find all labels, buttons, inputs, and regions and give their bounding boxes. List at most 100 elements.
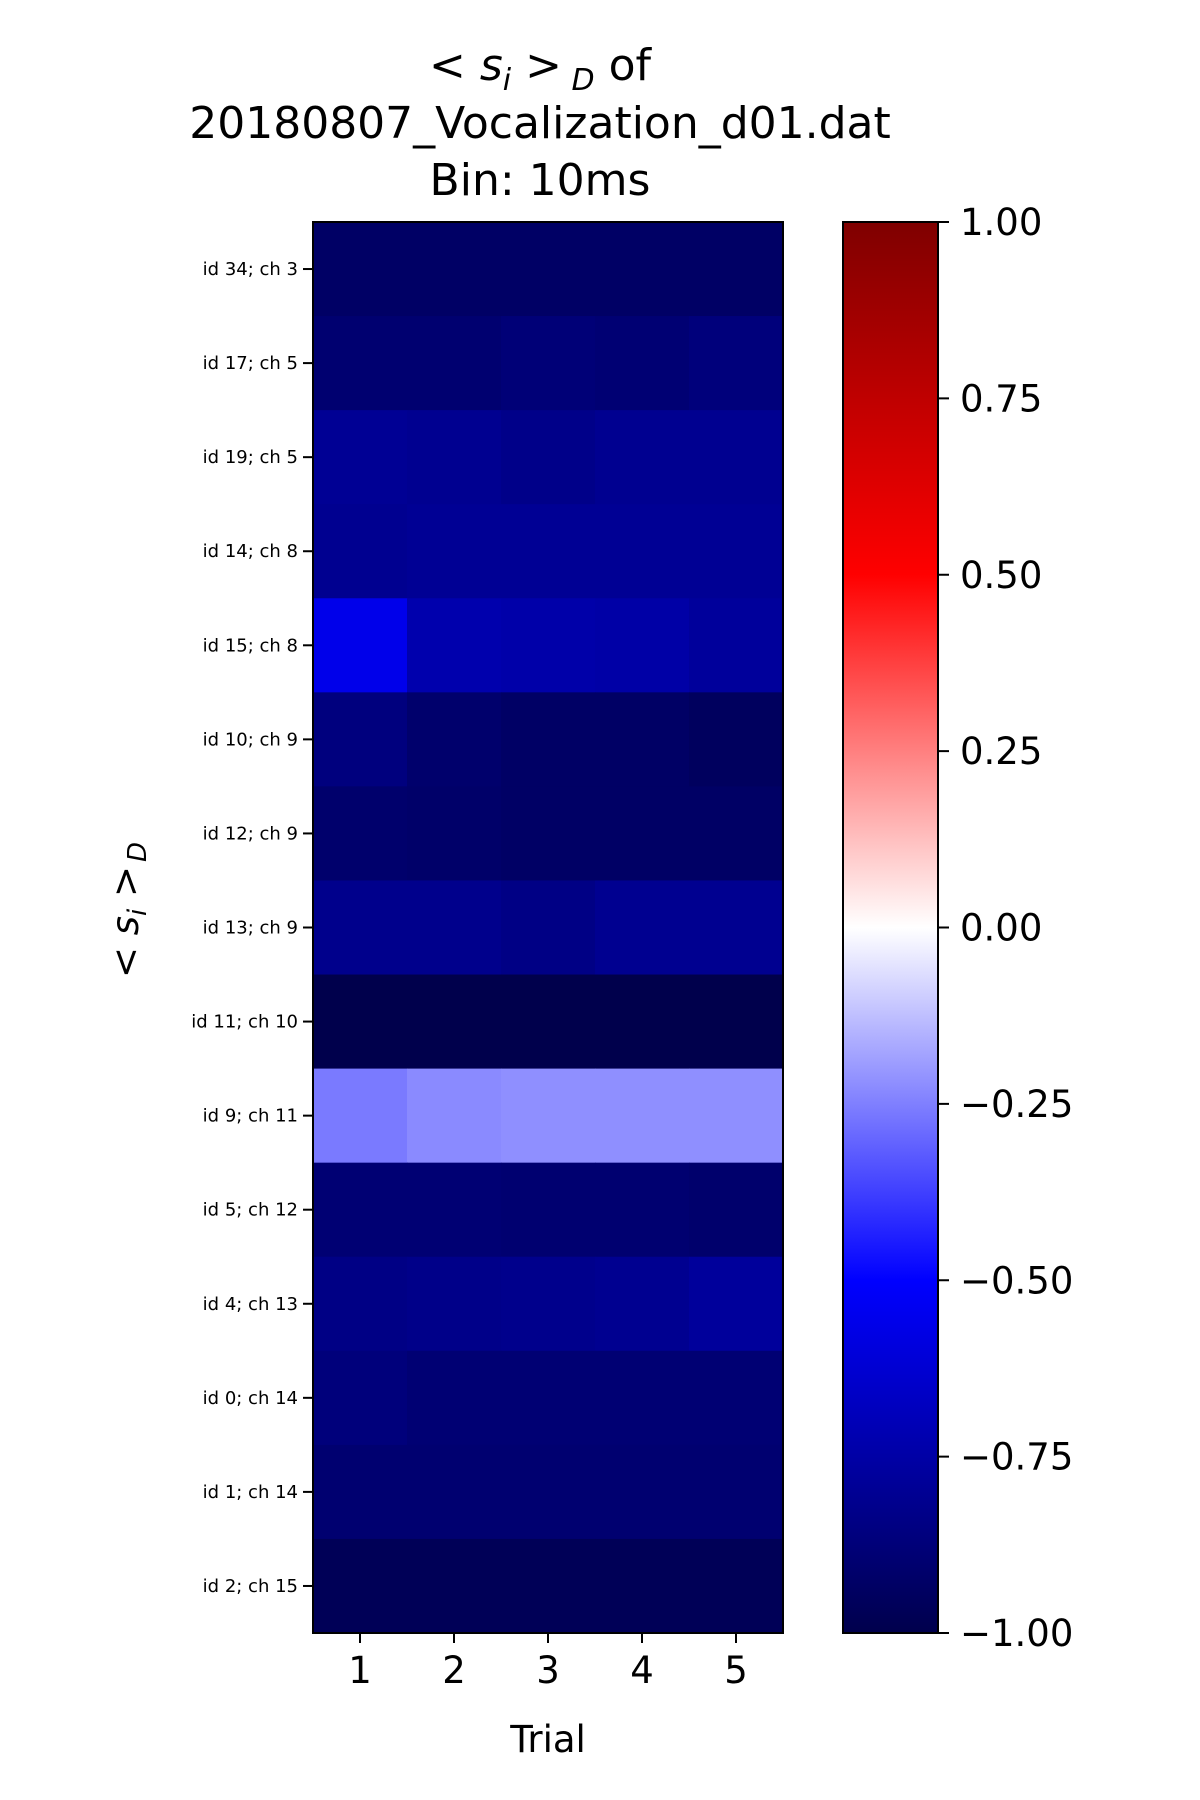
heatmap-cell <box>595 1444 690 1540</box>
heatmap-cell <box>501 316 596 411</box>
y-tick-label: id 10; ch 9 <box>203 729 298 750</box>
y-axis-ticks: id 34; ch 3 id 17; ch 5 id 19; ch 5 id 14; … <box>191 259 313 1597</box>
colorbar-tick-label: −1.00 <box>960 1612 1073 1655</box>
colorbar-tick-label: −0.75 <box>960 1436 1073 1479</box>
heatmap-cell <box>407 880 502 976</box>
heatmap-cell <box>595 692 690 787</box>
heatmap-cell <box>313 316 408 411</box>
y-tick-label: id 12; ch 9 <box>203 823 298 844</box>
heatmap-cell <box>689 880 784 976</box>
heatmap-cell <box>407 1350 502 1446</box>
y-tick-label: id 1; ch 14 <box>203 1482 298 1503</box>
colorbar-tick-label: −0.25 <box>960 1083 1073 1126</box>
y-tick-label: id 14; ch 8 <box>203 541 298 562</box>
heatmap-cell <box>407 786 502 882</box>
y-tick-label: id 13; ch 9 <box>203 918 298 939</box>
colorbar-tick-label: 0.25 <box>960 730 1042 773</box>
heatmap-cell <box>689 786 784 882</box>
y-tick-label: id 5; ch 12 <box>203 1200 298 1221</box>
colorbar <box>842 221 939 1634</box>
heatmap-cell <box>501 786 596 882</box>
heatmap-cell <box>501 598 596 693</box>
y-tick-label: id 9; ch 11 <box>203 1106 298 1127</box>
x-tick-label: 4 <box>630 1649 654 1692</box>
heatmap-cell <box>313 1444 408 1540</box>
heatmap-cell <box>501 1256 596 1352</box>
heatmap-cell <box>595 974 690 1070</box>
heatmap-cell <box>313 222 408 317</box>
y-tick-label: id 4; ch 13 <box>203 1294 298 1315</box>
heatmap-cell <box>501 1068 596 1164</box>
colorbar-tick-label: 1.00 <box>960 201 1042 244</box>
y-tick-label: id 0; ch 14 <box>203 1388 298 1409</box>
heatmap-cell <box>501 1162 596 1258</box>
colorbar-tick-label: 0.50 <box>960 554 1042 597</box>
heatmap-cells <box>313 222 784 1634</box>
heatmap-cell <box>501 692 596 787</box>
heatmap-cell <box>689 692 784 787</box>
heatmap-cell <box>689 504 784 599</box>
heatmap-cell <box>407 410 502 505</box>
heatmap-cell <box>313 692 408 787</box>
heatmap-cell <box>407 504 502 599</box>
heatmap-cell <box>407 1256 502 1352</box>
heatmap-cell <box>689 410 784 505</box>
heatmap-cell <box>501 1350 596 1446</box>
heatmap-cell <box>595 410 690 505</box>
heatmap-cell <box>407 222 502 317</box>
y-axis-label: < si >D <box>104 842 153 978</box>
heatmap-cell <box>313 974 408 1070</box>
heatmap-cell <box>313 1538 408 1634</box>
heatmap-cell <box>595 880 690 976</box>
heatmap-cell <box>313 1350 408 1446</box>
heatmap-cell <box>501 1538 596 1634</box>
x-tick-label: 5 <box>724 1649 748 1692</box>
heatmap-cell <box>313 880 408 976</box>
heatmap-cell <box>313 1068 408 1164</box>
heatmap-cell <box>595 316 690 411</box>
heatmap-cell <box>689 222 784 317</box>
heatmap-cell <box>689 1538 784 1634</box>
heatmap-cell <box>407 598 502 693</box>
heatmap-cell <box>689 316 784 411</box>
heatmap-cell <box>501 504 596 599</box>
heatmap-cell <box>595 786 690 882</box>
x-tick-label: 2 <box>442 1649 466 1692</box>
heatmap-cell <box>595 1256 690 1352</box>
heatmap-cell <box>501 974 596 1070</box>
heatmap-cell <box>313 786 408 882</box>
heatmap-cell <box>595 504 690 599</box>
heatmap-cell <box>595 1538 690 1634</box>
heatmap-cell <box>501 410 596 505</box>
heatmap-cell <box>595 1350 690 1446</box>
y-tick-label: id 34; ch 3 <box>203 259 298 280</box>
heatmap-cell <box>407 1162 502 1258</box>
heatmap-cell <box>407 1538 502 1634</box>
chart-title-line-1: < si > D of <box>428 40 652 98</box>
heatmap-cell <box>407 316 502 411</box>
heatmap-cell <box>407 974 502 1070</box>
x-tick-label: 3 <box>536 1649 560 1692</box>
heatmap-cell <box>313 598 408 693</box>
heatmap-cell <box>313 1162 408 1258</box>
heatmap-cell <box>595 1162 690 1258</box>
x-axis-ticks: 1 2 3 4 5 <box>348 1633 748 1692</box>
heatmap-cell <box>689 1350 784 1446</box>
heatmap-cell <box>595 1068 690 1164</box>
heatmap-cell <box>689 1068 784 1164</box>
colorbar-tick-label: −0.50 <box>960 1259 1073 1302</box>
heatmap-cell <box>313 1256 408 1352</box>
heatmap-cell <box>501 1444 596 1540</box>
heatmap-cell <box>689 974 784 1070</box>
chart-title-line-2: 20180807_Vocalization_d01.dat <box>189 98 891 149</box>
heatmap-cell <box>407 692 502 787</box>
colorbar-tick-label: 0.75 <box>960 377 1042 420</box>
heatmap-cell <box>689 1256 784 1352</box>
x-tick-label: 1 <box>348 1649 372 1692</box>
y-tick-label: id 15; ch 8 <box>203 635 298 656</box>
heatmap-cell <box>501 222 596 317</box>
heatmap-cell <box>689 1444 784 1540</box>
heatmap-cell <box>501 880 596 976</box>
